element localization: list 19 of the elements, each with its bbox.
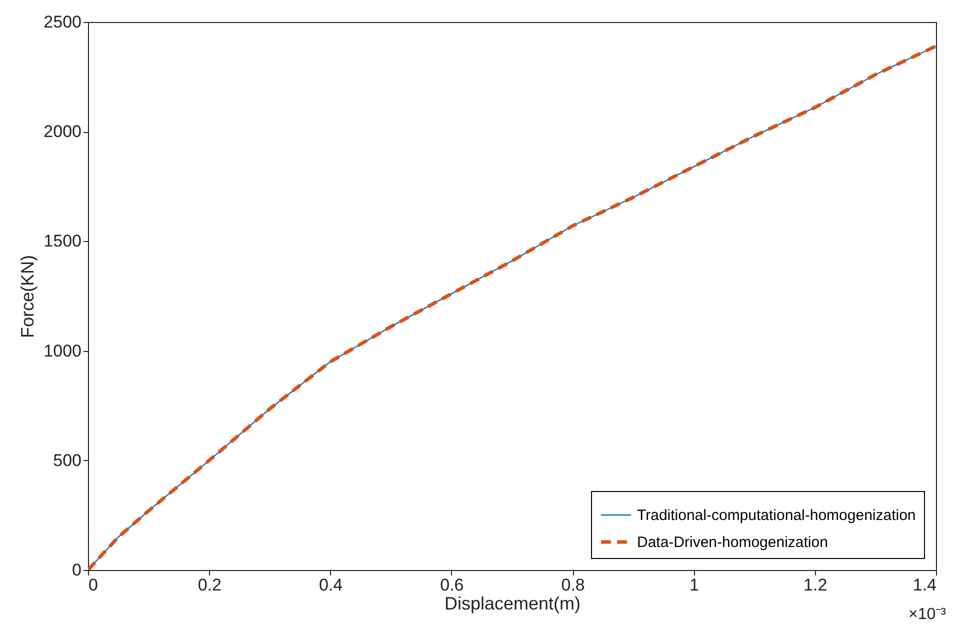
y-tick-label: 500 <box>53 450 82 470</box>
x-tick-label: 0.6 <box>440 576 464 594</box>
y-tick-label: 2500 <box>44 12 82 32</box>
x-tick-label: 0 <box>88 576 98 594</box>
x-tick-label: 0.8 <box>561 576 585 594</box>
y-axis-title: Force(KN) <box>18 254 38 338</box>
x-tick-label: 0.4 <box>318 576 343 594</box>
legend-label: Data-Driven-homogenization <box>637 534 828 551</box>
legend-label: Traditional-computational-homogenization <box>637 507 916 524</box>
y-tick-label: 1000 <box>44 341 82 360</box>
x-tick-label: 0.2 <box>198 576 222 594</box>
text: ×10⁻³ <box>908 606 947 623</box>
y-tick-label: 1500 <box>44 232 82 251</box>
y-tick-label: 2000 <box>44 122 82 142</box>
x-tick-label: 1.2 <box>804 576 828 594</box>
y-tick-label: 0 <box>72 560 82 580</box>
x-tick-label: 1.4 <box>912 576 936 594</box>
x-tick-label: 1 <box>689 576 699 594</box>
x-axis-title: Displacement(m) <box>444 594 581 614</box>
